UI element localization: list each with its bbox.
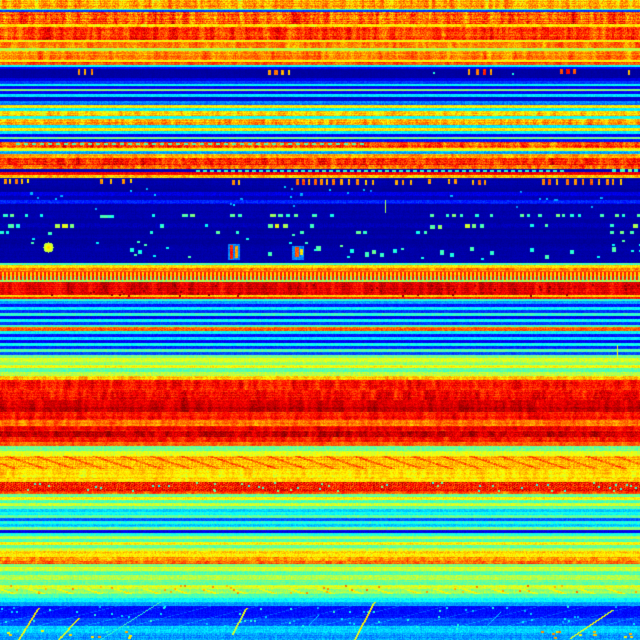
heatmap-canvas	[0, 0, 640, 640]
spectrogram-heatmap	[0, 0, 640, 640]
